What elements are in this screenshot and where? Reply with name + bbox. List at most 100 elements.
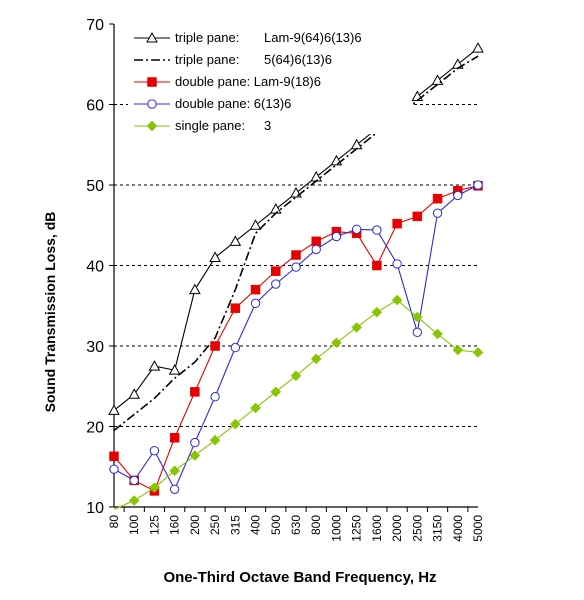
y-tick-label-40: 40 xyxy=(86,259,104,276)
series-line-3 xyxy=(113,185,479,492)
data-point-triangle xyxy=(330,154,343,166)
x-tick-label-1000: 1000 xyxy=(329,515,343,542)
y-tick-label-30: 30 xyxy=(86,339,104,356)
data-point-circle xyxy=(473,180,483,190)
data-point-circle xyxy=(351,224,362,234)
data-point-circle xyxy=(149,445,160,456)
data-point-square xyxy=(271,266,281,276)
data-point-triangle xyxy=(290,187,302,198)
data-point-diamond xyxy=(290,370,302,382)
data-point-square xyxy=(190,387,200,397)
series-line-2 xyxy=(113,55,479,432)
legend-samples xyxy=(134,31,170,132)
data-point-diamond xyxy=(146,120,158,132)
data-point-square xyxy=(230,303,241,313)
data-point-circle xyxy=(230,342,241,353)
x-tick-label-125: 125 xyxy=(147,515,161,535)
data-point-circle xyxy=(311,244,321,255)
data-point-triangle xyxy=(411,90,424,101)
data-point-circle xyxy=(453,190,463,201)
data-point-circle xyxy=(331,231,342,242)
x-tick-label-3150: 3150 xyxy=(431,515,445,542)
x-tick-label-500: 500 xyxy=(269,515,283,535)
y-tick-labels: 10 20 30 40 50 60 70 xyxy=(86,17,104,517)
data-point-triangle xyxy=(128,388,141,399)
data-point-square xyxy=(210,341,220,351)
data-point-square xyxy=(147,77,157,87)
data-point-diamond xyxy=(229,418,241,430)
data-point-diamond xyxy=(391,294,403,306)
x-tick-label-1600: 1600 xyxy=(370,515,384,542)
x-tick-labels: 80 100 125 160 200 250 315 400 500 630 800 1000 1250… xyxy=(107,515,485,542)
data-point-diamond xyxy=(189,450,201,461)
series-line-4 xyxy=(113,184,479,491)
data-point-triangle xyxy=(229,235,242,246)
data-point-diamond xyxy=(128,495,140,506)
x-tick-label-80: 80 xyxy=(107,515,121,529)
data-point-square xyxy=(412,211,423,222)
series-4 xyxy=(109,180,483,494)
legend-background xyxy=(128,22,412,134)
data-point-circle xyxy=(372,225,382,235)
data-point-triangle xyxy=(189,283,201,295)
data-point-circle xyxy=(291,262,301,272)
data-point-square xyxy=(291,250,301,260)
axes xyxy=(109,23,478,512)
data-point-square xyxy=(250,284,261,295)
x-tick-label-315: 315 xyxy=(228,515,242,535)
x-tick-label-630: 630 xyxy=(289,515,303,535)
x-tick-label-1250: 1250 xyxy=(350,515,364,542)
data-point-diamond xyxy=(411,311,423,323)
data-point-diamond xyxy=(270,386,282,398)
series-5 xyxy=(113,294,484,510)
data-point-triangle xyxy=(310,170,323,182)
x-tick-label-2500: 2500 xyxy=(410,515,424,542)
x-tick-label-2000: 2000 xyxy=(390,515,404,542)
data-point-triangle xyxy=(209,251,221,262)
data-point-circle xyxy=(210,392,220,402)
legend-label-1: triple pane: xyxy=(175,30,239,45)
data-point-circle xyxy=(412,327,423,338)
data-point-triangle xyxy=(431,74,444,85)
legend-label-3: double pane: Lam-9(18)6 xyxy=(175,74,321,89)
data-point-triangle xyxy=(269,203,282,214)
data-point-diamond xyxy=(371,306,383,318)
x-axis-title: One-Third Octave Band Frequency, Hz xyxy=(163,569,436,586)
data-point-diamond xyxy=(351,322,363,333)
data-point-diamond xyxy=(331,337,342,349)
data-point-triangle xyxy=(168,364,181,375)
data-point-circle xyxy=(271,279,281,289)
x-tick-label-5000: 5000 xyxy=(471,515,485,542)
data-point-circle xyxy=(392,259,402,269)
data-point-circle xyxy=(169,484,180,494)
data-point-diamond xyxy=(169,465,181,477)
x-tick-label-200: 200 xyxy=(188,515,202,535)
x-tick-label-800: 800 xyxy=(309,515,323,535)
data-point-diamond xyxy=(310,353,322,365)
series-2 xyxy=(113,55,479,432)
legend-config-2: 5(64)6(13)6 xyxy=(264,52,332,67)
x-tick-label-160: 160 xyxy=(168,515,182,535)
series-3 xyxy=(109,181,483,496)
x-tick-label-4000: 4000 xyxy=(451,515,465,542)
data-point-circle xyxy=(250,298,261,309)
data-point-circle xyxy=(432,208,443,218)
data-point-circle xyxy=(109,464,119,474)
data-point-square xyxy=(109,451,119,462)
data-point-diamond xyxy=(209,434,221,446)
y-tick-label-50: 50 xyxy=(86,178,104,195)
data-point-triangle xyxy=(148,360,161,371)
data-point-triangle xyxy=(146,31,158,43)
x-tick-label-250: 250 xyxy=(208,515,222,535)
legend-label-4: double pane: 6(13)6 xyxy=(175,96,291,111)
data-point-diamond xyxy=(472,347,484,358)
data-point-diamond xyxy=(149,482,160,494)
data-point-diamond xyxy=(250,402,261,414)
data-point-diamond xyxy=(452,344,464,356)
data-point-square xyxy=(169,433,180,443)
y-tick-label-20: 20 xyxy=(86,420,104,437)
x-tick-label-100: 100 xyxy=(127,515,141,535)
data-point-triangle xyxy=(249,219,262,230)
data-point-triangle xyxy=(350,138,363,150)
